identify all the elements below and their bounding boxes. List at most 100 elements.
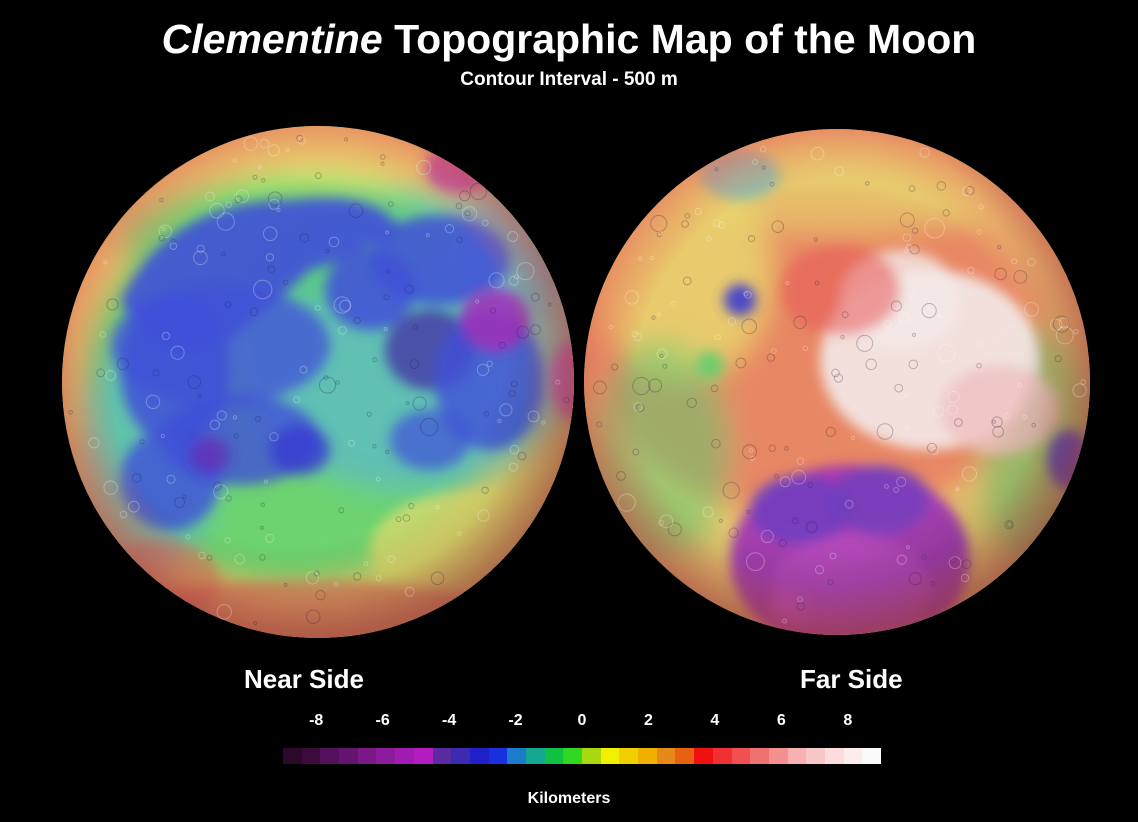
- crater: [161, 331, 171, 341]
- crater: [960, 573, 970, 583]
- crater: [997, 245, 1002, 250]
- crater: [908, 359, 919, 370]
- crater: [899, 212, 915, 228]
- crater: [198, 551, 206, 560]
- crater: [1052, 315, 1070, 333]
- crater: [88, 437, 100, 449]
- crater: [771, 220, 785, 233]
- crater: [508, 462, 518, 472]
- crater: [747, 235, 756, 243]
- crater: [807, 482, 814, 489]
- crater: [728, 527, 739, 538]
- crater: [919, 147, 930, 158]
- crater: [508, 390, 516, 398]
- crater: [555, 379, 561, 385]
- scale-swatch: [525, 748, 545, 764]
- crater: [174, 496, 186, 508]
- crater: [197, 394, 202, 399]
- crater: [221, 251, 226, 257]
- crater: [386, 269, 391, 274]
- crater: [829, 552, 837, 560]
- scale-tick-label: 4: [710, 712, 720, 729]
- crater: [187, 375, 202, 390]
- crater: [127, 500, 140, 513]
- crater: [649, 255, 655, 261]
- scale-swatch: [488, 748, 508, 764]
- crater: [659, 514, 674, 529]
- crater: [791, 517, 799, 525]
- crater: [785, 281, 790, 285]
- crater: [213, 484, 229, 500]
- scale-swatch: [376, 748, 396, 764]
- crater: [632, 376, 651, 396]
- scale-swatch: [787, 748, 807, 764]
- crater: [160, 433, 166, 439]
- crater: [486, 360, 493, 368]
- crater: [850, 435, 856, 441]
- crater: [906, 545, 911, 550]
- crater: [743, 290, 752, 299]
- crater: [884, 484, 889, 489]
- moon-hemispheres: [62, 126, 1090, 638]
- crater: [516, 262, 535, 281]
- crater: [883, 319, 892, 328]
- crater: [488, 272, 505, 289]
- crater: [833, 373, 844, 383]
- elevation-scale-ticks: -8 -6 -4 -2 0 2 4 6 8: [0, 710, 1138, 736]
- crater: [746, 509, 752, 515]
- crater: [662, 363, 668, 369]
- crater: [844, 499, 854, 509]
- crater: [243, 136, 259, 151]
- crater: [1004, 412, 1011, 419]
- crater: [805, 521, 818, 533]
- crater: [119, 510, 128, 519]
- crater: [714, 334, 721, 341]
- crater: [315, 590, 326, 601]
- crater: [319, 376, 336, 394]
- crater: [344, 137, 349, 142]
- scale-swatch: [843, 748, 863, 764]
- crater: [235, 189, 250, 203]
- crater: [796, 457, 805, 465]
- scale-tick-label: -4: [441, 712, 457, 729]
- scale-swatch: [731, 748, 751, 764]
- crater: [131, 473, 142, 483]
- crater: [282, 279, 289, 286]
- crater: [1031, 422, 1037, 428]
- crater: [259, 138, 270, 149]
- crater: [616, 471, 626, 481]
- crater: [1058, 317, 1070, 329]
- crater: [145, 394, 161, 409]
- crater: [933, 405, 945, 417]
- crater: [158, 234, 165, 242]
- crater: [769, 181, 775, 187]
- crater: [283, 582, 288, 587]
- scale-swatch: [563, 748, 582, 764]
- crater: [464, 210, 471, 217]
- crater: [395, 516, 402, 523]
- crater: [658, 231, 663, 236]
- crater: [158, 224, 173, 239]
- near-side-globe: [62, 126, 574, 638]
- crater: [333, 296, 351, 314]
- crater: [420, 417, 439, 437]
- crater: [937, 344, 956, 363]
- crater: [936, 181, 947, 191]
- crater: [903, 249, 908, 254]
- crater: [387, 555, 396, 564]
- crater: [253, 279, 273, 300]
- crater: [161, 226, 167, 231]
- crater: [1073, 329, 1079, 335]
- crater: [766, 353, 776, 362]
- crater: [727, 317, 737, 326]
- crater: [813, 237, 818, 242]
- crater: [262, 226, 278, 242]
- scale-swatch: [301, 748, 321, 764]
- crater: [216, 604, 232, 620]
- crater: [513, 274, 520, 280]
- crater: [265, 533, 275, 543]
- crater: [865, 358, 878, 371]
- crater: [257, 165, 262, 170]
- crater: [375, 575, 382, 582]
- crater: [474, 299, 480, 304]
